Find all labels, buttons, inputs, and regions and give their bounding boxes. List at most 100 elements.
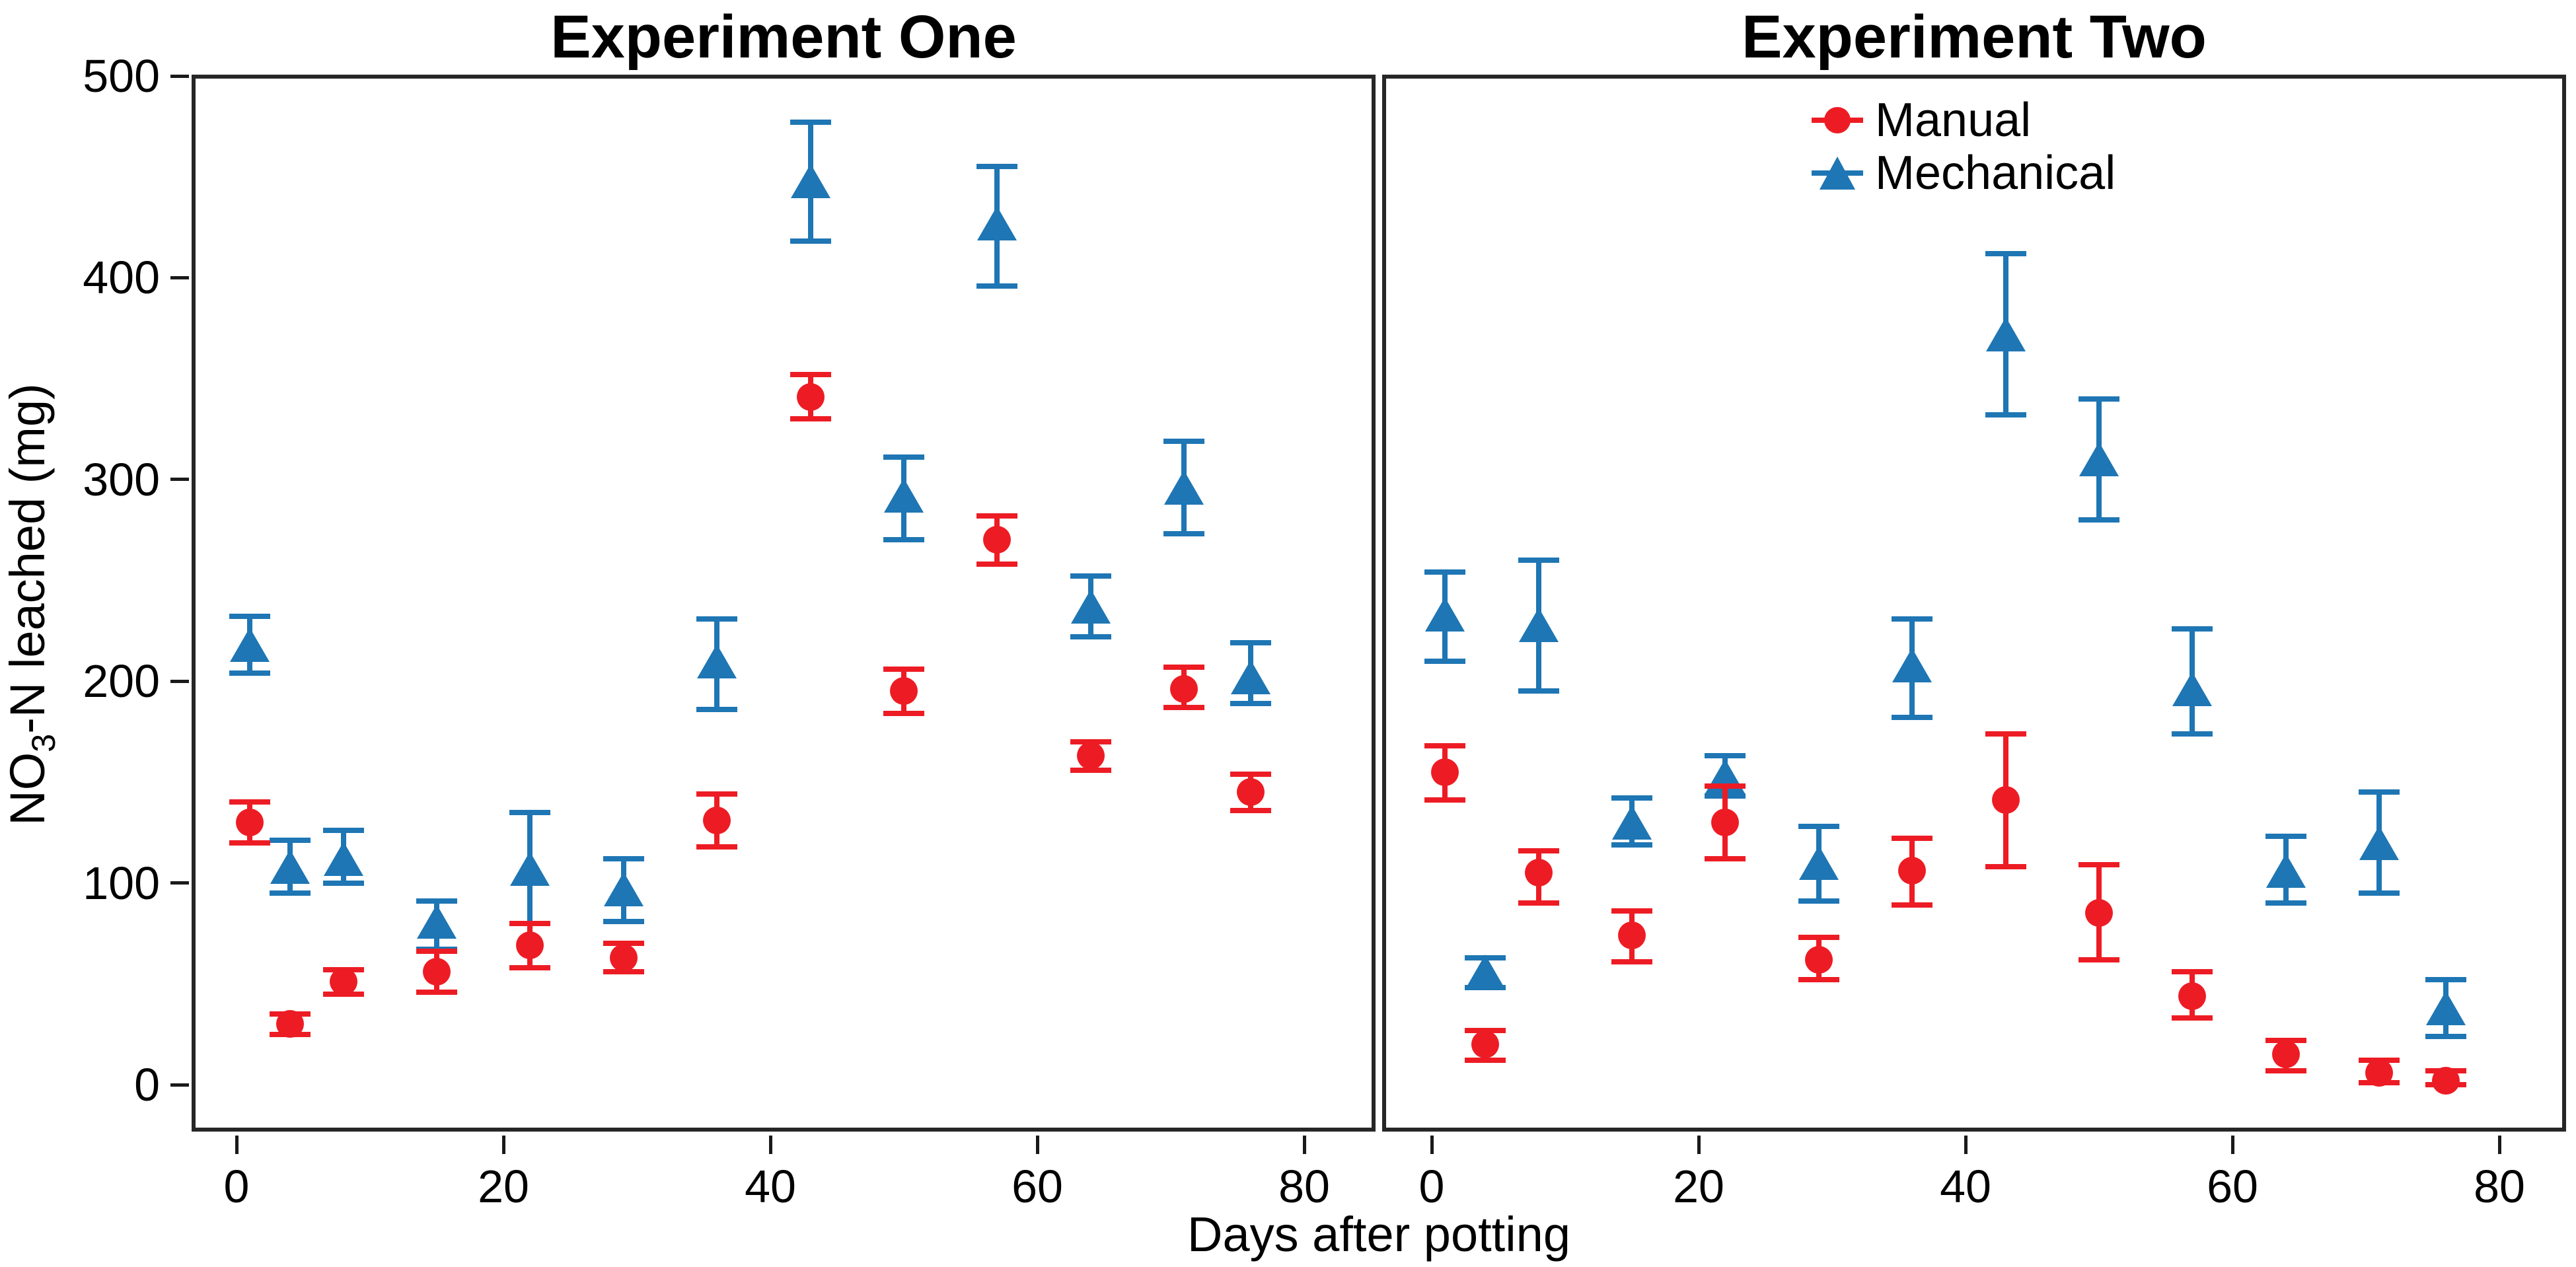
error-bar-cap-top — [1230, 771, 1272, 777]
error-bar-cap-bottom — [883, 537, 924, 543]
error-bar-cap-bottom — [883, 711, 924, 717]
error-bar-cap-bottom — [1798, 977, 1839, 983]
error-bar-cap-bottom — [790, 238, 831, 244]
error-bar-cap-bottom — [269, 890, 311, 896]
data-point-manual — [516, 931, 544, 960]
error-bar-cap-bottom — [1611, 842, 1652, 848]
y-tick-mark — [170, 74, 189, 78]
error-bar-cap-top — [883, 454, 924, 460]
x-tick-label: 80 — [2474, 1161, 2525, 1212]
error-bar-cap-bottom — [790, 416, 831, 422]
error-bar-cap-top — [1163, 438, 1205, 444]
error-bar-cap-top — [790, 120, 831, 126]
data-point-manual — [236, 808, 264, 836]
panel-title-experiment-two: Experiment Two — [1742, 3, 2207, 71]
data-point-mechanical — [230, 628, 270, 663]
error-bar-cap-bottom — [1070, 634, 1111, 639]
y-axis-title-post: -N leached (mg) — [0, 383, 55, 734]
error-bar-cap-top — [1705, 753, 1746, 759]
data-point-manual — [1618, 922, 1646, 949]
legend: Manual Mechanical — [1809, 94, 2116, 199]
data-point-manual — [1898, 857, 1927, 885]
data-point-mechanical — [790, 163, 830, 198]
data-point-manual — [609, 943, 638, 972]
y-tick-mark — [170, 679, 189, 683]
x-tick-label: 40 — [745, 1161, 796, 1212]
error-bar-cap-top — [2425, 977, 2467, 983]
error-bar-cap-top — [1892, 836, 1933, 842]
data-point-manual — [1471, 1030, 1499, 1058]
data-point-mechanical — [1798, 846, 1839, 881]
x-tick-label: 20 — [1673, 1161, 1724, 1212]
panel-experiment-one — [192, 75, 1376, 1132]
x-tick-label: 60 — [2207, 1161, 2258, 1212]
data-point-mechanical — [2359, 825, 2400, 860]
data-point-mechanical — [1985, 316, 2026, 351]
error-bar-cap-top — [1705, 783, 1746, 789]
data-point-manual — [1076, 742, 1105, 770]
data-point-manual — [2365, 1058, 2394, 1087]
error-bar-cap-top — [1163, 664, 1205, 670]
data-point-manual — [423, 957, 451, 986]
error-bar-cap-top — [2359, 789, 2400, 795]
x-tick-label: 40 — [1940, 1161, 1991, 1212]
data-point-manual — [2271, 1040, 2300, 1069]
data-point-mechanical — [2265, 853, 2306, 888]
data-point-mechanical — [697, 643, 737, 678]
error-bar-cap-bottom — [2265, 900, 2306, 906]
error-bar-cap-bottom — [1892, 715, 1933, 721]
error-bar-cap-bottom — [1464, 1058, 1506, 1064]
error-bar-cap-top — [2172, 968, 2213, 974]
error-bar-cap-bottom — [1611, 959, 1652, 964]
error-bar-cap-bottom — [1985, 864, 2026, 870]
error-bar-cap-top — [1798, 824, 1839, 830]
data-point-mechanical — [417, 904, 457, 939]
x-axis-title: Days after potting — [1187, 1207, 1570, 1262]
error-bar-cap-bottom — [1070, 767, 1111, 773]
x-tick-label: 80 — [1278, 1161, 1330, 1212]
error-bar-cap-bottom — [2079, 517, 2119, 523]
error-bar-cap-top — [229, 614, 271, 620]
error-bar-cap-top — [2265, 1037, 2306, 1043]
error-bar-cap-top — [1798, 935, 1839, 941]
legend-label-mechanical: Mechanical — [1875, 147, 2116, 199]
data-point-manual — [2085, 899, 2113, 927]
y-tick-label: 200 — [83, 655, 160, 707]
error-bar-cap-bottom — [2079, 957, 2119, 962]
panel-title-experiment-one: Experiment One — [550, 3, 1017, 71]
legend-item-manual: Manual — [1809, 94, 2116, 147]
error-bar-cap-top — [2079, 862, 2119, 868]
error-bar-cap-bottom — [1518, 688, 1559, 694]
error-bar-cap-top — [1518, 848, 1559, 853]
data-point-mechanical — [270, 850, 310, 885]
error-bar-cap-bottom — [229, 670, 271, 676]
data-point-mechanical — [2426, 990, 2466, 1025]
error-bar-cap-top — [1424, 569, 1466, 575]
mechanical-triangle-icon — [1809, 147, 1866, 199]
data-point-mechanical — [2172, 672, 2213, 707]
y-tick-mark — [170, 881, 189, 885]
x-tick-label: 60 — [1012, 1161, 1063, 1212]
error-bar-cap-top — [269, 838, 311, 844]
data-point-manual — [276, 1010, 304, 1038]
y-axis-title: NO3-N leached (mg) — [0, 76, 62, 1133]
error-bar-cap-bottom — [1230, 700, 1272, 706]
y-tick-label: 500 — [83, 50, 160, 102]
y-tick-label: 400 — [83, 252, 160, 304]
error-bar-cap-bottom — [2172, 731, 2213, 737]
x-tick-label: 0 — [223, 1161, 250, 1212]
error-bar-cap-bottom — [696, 844, 738, 850]
x-tick-mark — [1430, 1136, 1434, 1154]
data-point-mechanical — [510, 851, 550, 887]
error-bar-cap-top — [509, 920, 551, 926]
error-bar-cap-bottom — [416, 989, 457, 995]
error-bar-cap-top — [696, 616, 738, 622]
error-bar-cap-bottom — [976, 561, 1018, 567]
data-point-mechanical — [1612, 805, 1652, 840]
error-bar-cap-top — [883, 666, 924, 672]
data-point-manual — [1431, 758, 1459, 786]
data-point-manual — [796, 382, 825, 411]
error-bar-cap-top — [416, 898, 457, 904]
x-tick-mark — [1697, 1136, 1701, 1154]
error-bar-cap-top — [1424, 742, 1466, 748]
